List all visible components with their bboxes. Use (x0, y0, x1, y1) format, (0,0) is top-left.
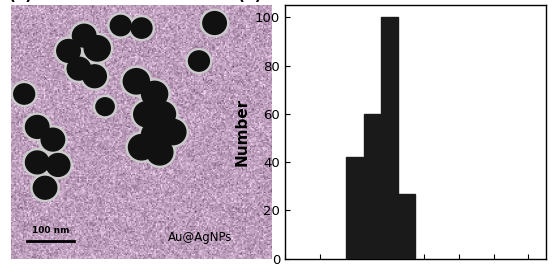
Text: Au@AgNPs: Au@AgNPs (168, 231, 232, 244)
Circle shape (134, 102, 160, 127)
Circle shape (157, 116, 189, 148)
Circle shape (30, 173, 60, 202)
Circle shape (125, 131, 158, 163)
Circle shape (80, 62, 110, 91)
Circle shape (203, 12, 226, 34)
Circle shape (53, 36, 84, 65)
Bar (381, 17, 398, 259)
Circle shape (129, 135, 155, 160)
Circle shape (131, 18, 152, 38)
Circle shape (38, 125, 68, 154)
Y-axis label: Number: Number (234, 98, 250, 166)
Circle shape (14, 84, 35, 104)
Circle shape (123, 69, 149, 94)
Circle shape (22, 112, 52, 142)
Circle shape (81, 33, 114, 64)
Circle shape (141, 122, 168, 147)
Circle shape (160, 119, 186, 145)
Circle shape (57, 40, 80, 62)
Circle shape (72, 24, 96, 47)
Circle shape (149, 102, 175, 127)
Bar (346, 157, 363, 259)
Circle shape (26, 151, 49, 174)
Text: (b): (b) (238, 0, 263, 3)
Circle shape (185, 48, 213, 74)
Text: (a): (a) (8, 0, 33, 3)
Circle shape (200, 8, 229, 37)
Circle shape (67, 57, 91, 80)
Bar (398, 194, 415, 259)
Circle shape (188, 51, 209, 71)
Circle shape (64, 54, 94, 83)
Circle shape (83, 65, 106, 88)
Circle shape (141, 81, 168, 107)
Circle shape (139, 78, 171, 110)
Circle shape (120, 65, 153, 97)
Text: 100 nm: 100 nm (32, 226, 70, 235)
Circle shape (84, 36, 110, 61)
Circle shape (139, 119, 171, 150)
Circle shape (147, 140, 173, 165)
Circle shape (26, 116, 49, 138)
Circle shape (41, 128, 65, 151)
Circle shape (96, 98, 114, 116)
Circle shape (107, 12, 134, 39)
Circle shape (33, 176, 57, 199)
Circle shape (146, 98, 179, 130)
Circle shape (46, 154, 70, 176)
Circle shape (93, 95, 118, 119)
Circle shape (22, 148, 52, 177)
Circle shape (128, 15, 155, 41)
Bar (364, 114, 380, 259)
Circle shape (11, 81, 38, 107)
Circle shape (144, 136, 176, 168)
Circle shape (69, 21, 99, 50)
Circle shape (130, 98, 163, 130)
Circle shape (110, 15, 131, 36)
Circle shape (43, 150, 73, 180)
